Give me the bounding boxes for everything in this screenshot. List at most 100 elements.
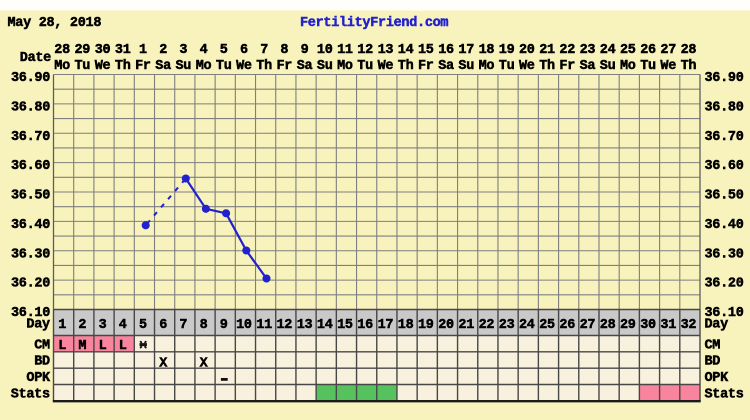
svg-text:We: We [519,59,535,74]
svg-text:25: 25 [620,43,636,58]
svg-text:Mo: Mo [54,59,70,74]
svg-text:21: 21 [458,318,474,333]
svg-text:M: M [78,339,86,354]
svg-text:Su: Su [175,59,191,74]
svg-text:36.40: 36.40 [11,218,50,233]
svg-text:1: 1 [139,43,147,58]
svg-text:Mo: Mo [337,59,353,74]
svg-text:14: 14 [317,318,333,333]
svg-text:5: 5 [139,318,147,333]
svg-text:Fr: Fr [276,59,292,74]
svg-text:25: 25 [539,318,555,333]
svg-text:7: 7 [260,43,268,58]
svg-text:BD: BD [705,355,721,370]
svg-text:27: 27 [580,318,596,333]
svg-text:Tu: Tu [640,59,656,74]
svg-text:36.30: 36.30 [11,247,50,262]
svg-text:Th: Th [115,59,131,74]
svg-text:26: 26 [640,43,656,58]
svg-text:31: 31 [115,43,131,58]
svg-text:21: 21 [539,43,555,58]
svg-text:23: 23 [580,43,596,58]
svg-text:Th: Th [256,59,272,74]
svg-text:May 28, 2018: May 28, 2018 [8,16,102,31]
svg-text:22: 22 [559,43,575,58]
svg-text:CM: CM [34,338,50,353]
svg-text:Stats: Stats [11,387,50,402]
svg-text:8: 8 [200,318,208,333]
svg-text:3: 3 [179,43,187,58]
svg-text:36.30: 36.30 [705,247,744,262]
svg-text:36.60: 36.60 [705,159,744,174]
svg-text:Mo: Mo [620,59,636,74]
svg-text:Fr: Fr [135,59,151,74]
svg-text:Date: Date [20,51,51,66]
svg-text:Fr: Fr [559,59,575,74]
svg-text:36.50: 36.50 [705,189,744,204]
svg-text:7: 7 [179,318,187,333]
svg-text:4: 4 [119,318,127,333]
svg-text:28: 28 [600,318,616,333]
svg-text:22: 22 [479,318,495,333]
svg-text:36.80: 36.80 [705,101,744,116]
svg-text:8: 8 [280,43,288,58]
svg-text:30: 30 [640,318,656,333]
svg-text:FertilityFriend.com: FertilityFriend.com [300,16,448,31]
svg-text:Sa: Sa [438,59,454,74]
svg-text:32: 32 [681,318,697,333]
svg-text:36.20: 36.20 [705,277,744,292]
svg-text:Day: Day [26,318,50,333]
svg-text:36.90: 36.90 [705,71,744,86]
svg-text:36.90: 36.90 [11,71,50,86]
svg-text:We: We [660,59,676,74]
svg-text:19: 19 [418,318,434,333]
svg-text:24: 24 [519,318,535,333]
svg-text:28: 28 [681,43,697,58]
svg-text:20: 20 [438,318,454,333]
svg-text:15: 15 [337,318,353,333]
svg-text:36.40: 36.40 [705,218,744,233]
svg-text:6: 6 [159,318,167,333]
svg-text:10: 10 [317,43,333,58]
svg-text:16: 16 [438,43,454,58]
svg-text:13: 13 [297,318,313,333]
svg-text:2: 2 [159,43,167,58]
svg-text:Tu: Tu [74,59,90,74]
svg-text:16: 16 [357,318,373,333]
svg-text:13: 13 [378,43,394,58]
svg-text:L: L [99,339,107,354]
svg-text:9: 9 [301,43,309,58]
svg-text:X: X [159,357,168,372]
svg-text:29: 29 [620,318,636,333]
svg-text:36.70: 36.70 [705,130,744,145]
svg-text:11: 11 [337,43,353,58]
svg-text:We: We [236,59,252,74]
svg-text:36.50: 36.50 [11,189,50,204]
svg-text:36.70: 36.70 [11,130,50,145]
svg-text:20: 20 [519,43,535,58]
svg-text:36.10: 36.10 [705,306,744,321]
svg-text:We: We [378,59,394,74]
svg-text:We: We [95,59,111,74]
svg-text:5: 5 [220,43,228,58]
svg-text:Tu: Tu [499,59,515,74]
svg-text:29: 29 [74,43,90,58]
svg-text:19: 19 [499,43,515,58]
svg-text:12: 12 [276,318,292,333]
svg-text:6: 6 [240,43,248,58]
svg-text:BD: BD [34,355,50,370]
svg-text:OPK: OPK [705,371,730,386]
svg-text:30: 30 [95,43,111,58]
svg-text:Su: Su [458,59,474,74]
svg-text:18: 18 [398,318,414,333]
svg-text:9: 9 [220,318,228,333]
svg-text:36.60: 36.60 [11,159,50,174]
svg-text:24: 24 [600,43,616,58]
svg-text:31: 31 [660,318,676,333]
svg-text:36.10: 36.10 [11,306,50,321]
svg-text:Sa: Sa [580,59,596,74]
svg-text:36.20: 36.20 [11,277,50,292]
svg-text:Tu: Tu [216,59,232,74]
svg-text:Th: Th [681,59,697,74]
svg-text:12: 12 [357,43,373,58]
